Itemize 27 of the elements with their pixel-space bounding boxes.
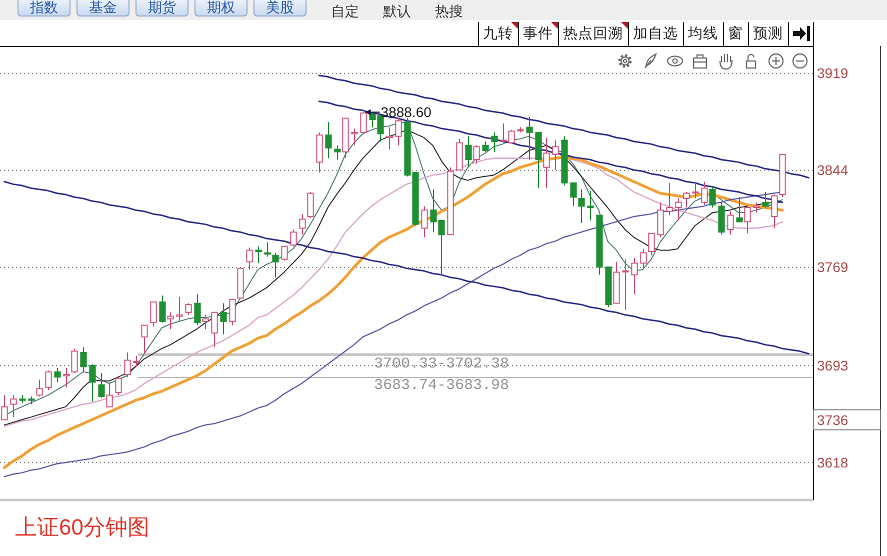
y-tick-label: 3769: [817, 259, 848, 276]
tab-button: 基金: [76, 0, 130, 16]
y-tick-label: 3618: [817, 454, 848, 470]
band-label: 3700.33-3702.38: [374, 355, 510, 372]
toolbar-button: 预测: [753, 22, 789, 46]
toolbar-button: 热点回溯: [563, 22, 629, 46]
text: 热搜: [435, 3, 463, 19]
toolbar-button: 窗: [728, 22, 749, 46]
axis-marker: 3736: [813, 409, 881, 430]
text: 自定: [331, 3, 359, 19]
y-tick-label: 3919: [817, 64, 848, 81]
tab-button: 美股: [254, 0, 306, 16]
toolbar-button: 九转: [483, 22, 519, 46]
band-label: 3683.74-3683.98: [374, 376, 510, 394]
toolbar-button: 均线: [688, 22, 724, 46]
text: 上证60分钟图: [15, 514, 150, 540]
y-tick-label: 3693: [817, 357, 848, 374]
toolbar-button: 加自选: [633, 22, 684, 46]
tab-button: 期货: [136, 0, 188, 16]
tab-button: 期权: [194, 0, 248, 16]
band: 3700.33-3702.38: [138, 353, 813, 372]
toolbar-button: 事件: [523, 22, 559, 46]
annotation: 3888.60: [380, 104, 432, 120]
text: 默认: [382, 3, 411, 19]
band: 3683.74-3683.98: [138, 376, 813, 394]
y-tick-label: 3844: [817, 162, 848, 178]
tab-button: 指数: [18, 0, 70, 16]
